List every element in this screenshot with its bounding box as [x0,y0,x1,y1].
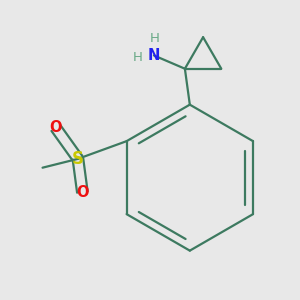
Text: O: O [50,120,62,135]
Text: H: H [132,51,142,64]
Text: S: S [72,150,84,168]
Text: O: O [76,184,88,200]
Text: H: H [150,32,160,45]
Text: N: N [148,48,160,63]
